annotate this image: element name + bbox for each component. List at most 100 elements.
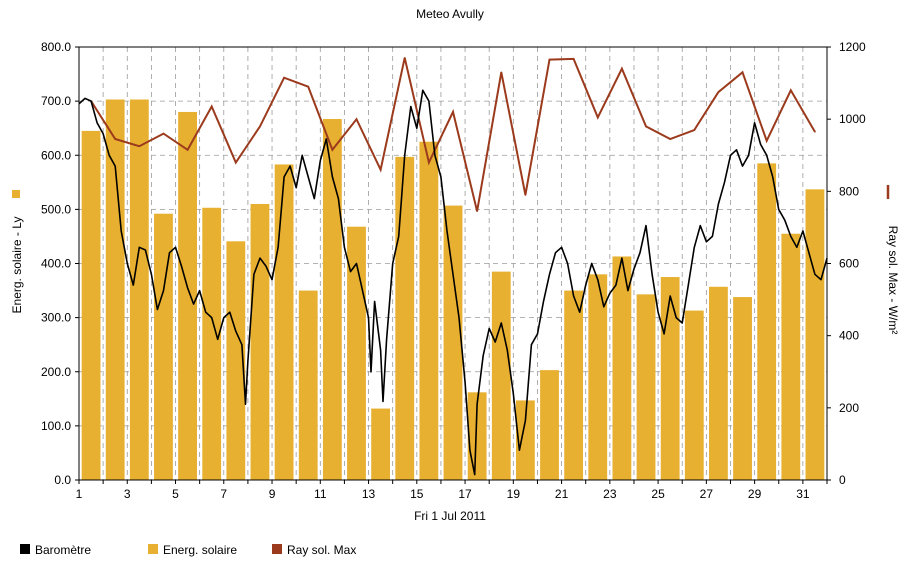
right-axis-ticks: 0 200 400 600 800 1000 1200	[827, 40, 866, 487]
tick-label-left: 700.0	[41, 94, 71, 108]
tick-label-left: 300.0	[41, 311, 71, 325]
point-ray-sol-max	[355, 118, 358, 120]
point-ray-sol-max	[138, 145, 141, 148]
bar-energ-solaire	[129, 99, 149, 480]
bar-energ-solaire	[636, 294, 656, 480]
tick-label-x: 19	[507, 487, 521, 501]
tick-label-right: 0	[839, 473, 846, 487]
series-line-barometre	[78, 89, 828, 476]
tick-label-x: 29	[748, 487, 762, 501]
tick-label-x: 23	[603, 487, 617, 501]
bar-energ-solaire	[805, 189, 825, 480]
point-ray-sol-max	[162, 132, 165, 135]
tick-label-x: 15	[410, 487, 424, 501]
bar-energ-solaire	[443, 205, 463, 480]
bar-energ-solaire	[612, 256, 632, 480]
point-ray-sol-max	[790, 89, 792, 92]
tick-label-x: 31	[796, 487, 810, 501]
tick-label-x: 25	[651, 487, 665, 501]
tick-label-x: 17	[458, 487, 472, 501]
point-ray-sol-max	[765, 140, 768, 142]
tick-label-right: 1200	[839, 40, 866, 54]
tick-label-x: 13	[362, 487, 376, 501]
tick-label-left: 600.0	[41, 148, 71, 162]
point-ray-sol-max	[548, 58, 551, 61]
point-ray-sol-max	[452, 111, 454, 113]
bar-energ-solaire	[660, 277, 680, 480]
tick-label-x: 3	[124, 487, 131, 501]
chart-title: Meteo Avully	[416, 7, 484, 21]
point-ray-sol-max	[645, 125, 647, 128]
bar-energ-solaire	[178, 111, 197, 480]
bar-energ-solaire	[298, 290, 318, 480]
bar-energ-solaire	[274, 164, 294, 481]
bar-energ-solaire	[322, 118, 342, 480]
bar-energ-solaire	[781, 233, 801, 480]
tick-label-right: 800	[839, 184, 859, 198]
tick-label-left: 500.0	[41, 202, 71, 216]
point-ray-sol-max	[741, 71, 744, 74]
point-ray-sol-max	[114, 138, 116, 140]
bar-energ-solaire	[564, 290, 584, 480]
point-ray-sol-max	[428, 161, 430, 164]
bar-energ-solaire	[733, 297, 752, 480]
legend-label: Baromètre	[35, 543, 91, 557]
point-ray-sol-max	[331, 149, 334, 151]
bar-energ-solaire	[154, 213, 173, 480]
point-ray-sol-max	[500, 71, 503, 74]
tick-label-left: 800.0	[41, 40, 71, 54]
bar-energ-solaire	[202, 207, 222, 480]
legend-label: Energ. solaire	[163, 543, 237, 557]
point-ray-sol-max	[210, 105, 213, 108]
tick-label-x: 27	[700, 487, 714, 501]
left-axis-swatch	[12, 190, 20, 198]
tick-label-right: 400	[839, 329, 859, 343]
point-ray-sol-max	[814, 130, 816, 133]
legend-swatch	[272, 544, 282, 554]
x-axis-ticks: 1 3 5 7 9 11 13 15 17 19 21 23 25 27 29 31	[76, 480, 828, 501]
bar-energ-solaire	[515, 400, 535, 480]
point-ray-sol-max	[572, 58, 575, 60]
legend-swatch	[20, 544, 30, 554]
tick-label-right: 200	[839, 401, 859, 415]
tick-label-right: 600	[839, 257, 859, 271]
point-ray-sol-max	[186, 149, 189, 151]
bar-energ-solaire	[540, 370, 559, 480]
point-ray-sol-max	[259, 125, 261, 128]
point-ray-sol-max	[693, 129, 696, 131]
point-ray-sol-max	[307, 85, 310, 88]
tick-label-left: 400.0	[41, 257, 71, 271]
y-axis-label-left: Energ. solaire - Ly	[10, 217, 24, 314]
point-ray-sol-max	[621, 67, 623, 70]
series-line-ray-sol-max	[90, 57, 816, 212]
tick-label-x: 7	[220, 487, 227, 501]
bar-energ-solaire	[684, 310, 704, 480]
x-axis-label: Fri 1 Jul 2011	[414, 509, 486, 523]
barometer-line	[78, 89, 828, 476]
point-ray-sol-max	[235, 161, 237, 164]
bar-energ-solaire	[105, 99, 125, 480]
legend-label: Ray sol. Max	[287, 543, 356, 557]
point-ray-sol-max	[596, 116, 599, 119]
bar-energ-solaire	[709, 286, 728, 480]
tick-label-left: 0.0	[54, 473, 71, 487]
y-axis-label-right: Ray sol. Max - W/m²	[886, 226, 900, 335]
bar-energ-solaire	[588, 274, 608, 480]
tick-label-left: 200.0	[41, 365, 71, 379]
bar-energ-solaire	[250, 203, 270, 480]
tick-label-right: 1000	[839, 112, 866, 126]
point-ray-sol-max	[283, 76, 285, 79]
bar-energ-solaire	[226, 241, 246, 480]
bar-energ-solaire	[491, 271, 511, 480]
point-ray-sol-max	[403, 57, 406, 59]
bar-energ-solaire	[395, 156, 415, 480]
tick-label-x: 1	[76, 487, 83, 501]
bar-energ-solaire	[81, 130, 101, 481]
bar-energ-solaire	[419, 141, 439, 480]
tick-label-x: 5	[172, 487, 179, 501]
point-ray-sol-max	[717, 91, 720, 93]
left-axis-ticks: 0.0 100.0 200.0 300.0 400.0 500.0 600.0 700.0 80…	[41, 40, 79, 487]
tick-label-x: 11	[314, 487, 327, 501]
bar-energ-solaire	[347, 226, 366, 480]
